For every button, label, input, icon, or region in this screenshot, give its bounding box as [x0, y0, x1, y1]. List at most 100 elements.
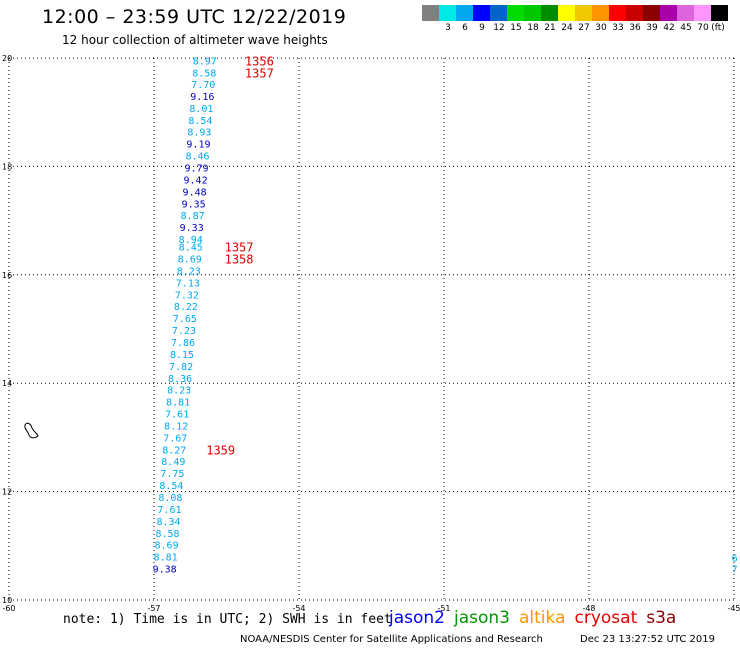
wave-height-value: 9.42: [184, 175, 208, 186]
wave-height-value: 8.34: [156, 517, 180, 528]
legend-swatch: [473, 5, 490, 21]
wave-height-value: 8.23: [167, 386, 191, 397]
satellite-name: jason3: [454, 608, 510, 628]
legend-label: 70: [697, 23, 709, 33]
wave-height-value: 7.23: [172, 326, 196, 337]
axis-layer: -60 -57 -54 -51 -48 -45 10 12 14 16 18 20: [2, 54, 740, 613]
wave-height-value: 9.79: [184, 163, 208, 174]
page-title: 12:00 – 23:59 UTC 12/22/2019: [42, 6, 347, 28]
legend-swatch: [677, 5, 694, 21]
wave-height-value: 7.61: [165, 410, 189, 421]
time-label: 1357: [225, 241, 254, 255]
legend-swatch: [609, 5, 626, 21]
time-label: 1359: [206, 443, 235, 457]
units-note: note: 1) Time is in UTC; 2) SWH is in fe…: [63, 612, 392, 627]
legend-label: 3: [445, 23, 451, 33]
wave-height-value: 9.33: [180, 223, 204, 234]
wave-height-value: 9.38: [153, 565, 177, 576]
wave-height-value: 6: [732, 554, 738, 565]
satellite-name: cryosat: [574, 608, 638, 628]
wave-height-value: 9.48: [183, 187, 207, 198]
x-tick-label: -48: [582, 604, 595, 613]
wave-height-value: 8.97: [193, 57, 217, 68]
wave-height-value: 8.08: [158, 493, 182, 504]
island-outline: [24, 422, 39, 439]
wave-height-value: 8.81: [154, 553, 178, 564]
time-label: 1356: [245, 55, 274, 69]
wave-height-value: 7.65: [173, 314, 197, 325]
wave-height-value: 8.93: [187, 128, 211, 139]
wave-height-value: 7.61: [157, 505, 181, 516]
x-tick-label: -45: [727, 604, 740, 613]
wave-height-value: 8.58: [155, 529, 179, 540]
legend-label: 24: [561, 23, 573, 33]
legend-swatch: [694, 5, 711, 21]
wave-height-value: 8.46: [185, 152, 209, 163]
wave-height-value: 8.69: [178, 255, 202, 266]
wave-height-value: 8.54: [159, 481, 183, 492]
legend-swatch: [592, 5, 609, 21]
wave-height-value: 8.15: [170, 350, 194, 361]
y-tick-label: 14: [2, 379, 12, 388]
legend-label: 6: [462, 23, 468, 33]
wave-height-value: 8.87: [181, 211, 205, 222]
legend-swatch: [541, 5, 558, 21]
wave-height-value: 7: [732, 565, 738, 576]
y-tick-label: 16: [2, 271, 12, 280]
wave-height-value: 7.86: [171, 338, 195, 349]
legend-swatch: [456, 5, 473, 21]
grid-layer: [8, 57, 735, 601]
legend-label: 15: [510, 23, 522, 33]
wave-height-value: 7.67: [163, 433, 187, 444]
credit-text: NOAA/NESDIS Center for Satellite Applica…: [240, 634, 543, 645]
wave-height-value: 8.94: [179, 235, 203, 246]
wave-height-value: 8.27: [162, 445, 186, 456]
legend-swatch: [558, 5, 575, 21]
wave-height-value: 8.01: [189, 104, 213, 115]
legend-swatch: [711, 5, 728, 21]
wave-height-value: 8.36: [168, 374, 192, 385]
wave-height-value: 8.45: [179, 243, 203, 254]
wave-height-value: 9.19: [186, 140, 210, 151]
time-label: 1358: [225, 253, 254, 267]
legend-label: 45: [680, 23, 692, 33]
satellite-name: s3a: [646, 608, 677, 628]
wave-height-value: 8.69: [155, 541, 179, 552]
x-tick-label: -51: [437, 604, 450, 613]
x-tick-label: -60: [2, 604, 15, 613]
x-tick-label: -54: [292, 604, 305, 613]
legend-swatch: [422, 5, 439, 21]
legend-swatch: [490, 5, 507, 21]
generated-timestamp: Dec 23 13:27:52 UTC 2019: [580, 634, 715, 645]
points-layer: 8.97 8.58 7.709.168.01 8.54 8.939.198.469.79…: [153, 57, 738, 576]
legend-swatch: [439, 5, 456, 21]
wave-height-value: 7.13: [176, 278, 200, 289]
wave-height-value: 7.70: [191, 80, 215, 91]
wave-height-value: 8.23: [177, 266, 201, 277]
legend-label: 12: [493, 23, 505, 33]
satellite-legend: jason2 jason3 altika cryosat s3a: [389, 608, 685, 628]
time-label: 1357: [245, 67, 274, 81]
wave-height-value: 9.16: [190, 92, 214, 103]
legend-label: 42: [663, 23, 675, 33]
wave-height-value: 8.81: [166, 398, 190, 409]
y-tick-label: 12: [2, 488, 12, 497]
satellite-name: jason2: [389, 608, 445, 628]
legend-label: 18: [527, 23, 539, 33]
legend-swatch: [643, 5, 660, 21]
legend-unit: (ft): [711, 23, 725, 33]
legend-label: 30: [595, 23, 607, 33]
wave-height-value: 7.82: [169, 362, 193, 373]
satellite-name: altika: [519, 608, 566, 628]
legend-label: 27: [578, 23, 590, 33]
wave-height-value: 7.75: [160, 469, 184, 480]
y-tick-label: 20: [2, 54, 12, 63]
legend-label: 9: [479, 23, 485, 33]
legend-swatch: [575, 5, 592, 21]
legend-swatch: [660, 5, 677, 21]
y-tick-label: 10: [2, 596, 12, 605]
wave-height-value: 7.32: [175, 290, 199, 301]
wave-height-value: 8.49: [161, 457, 185, 468]
